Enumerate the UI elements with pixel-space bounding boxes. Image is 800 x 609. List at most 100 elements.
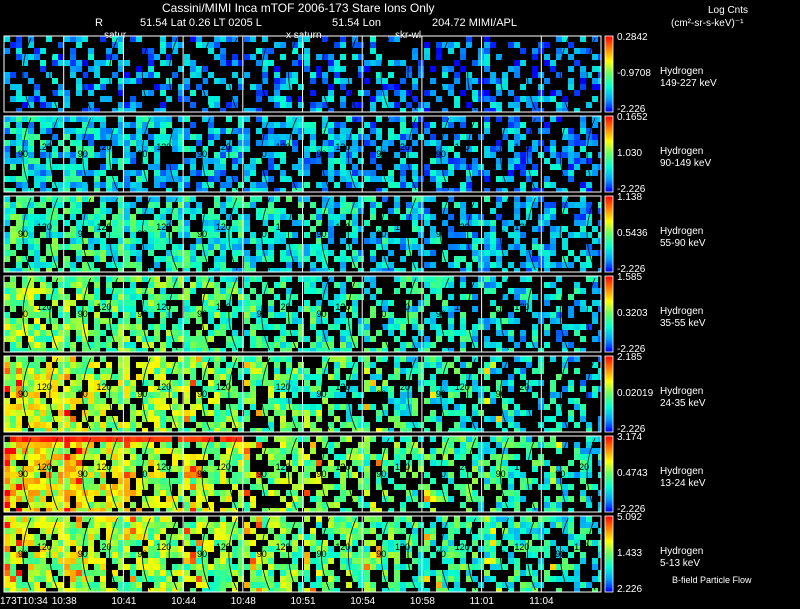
heatmap-cell [28, 128, 34, 134]
heatmap-cell [442, 134, 448, 140]
heatmap-cell [358, 460, 364, 466]
heatmap-cell [58, 392, 64, 398]
heatmap-cell [46, 436, 52, 442]
heatmap-cell [532, 182, 538, 188]
heatmap-cell [232, 238, 238, 244]
heatmap-cell [268, 268, 274, 272]
heatmap-cell [154, 410, 160, 416]
heatmap-cell [94, 428, 100, 432]
heatmap-cell [100, 448, 106, 454]
heatmap-cell [292, 220, 298, 226]
heatmap-cell [118, 220, 124, 226]
heatmap-cell [148, 226, 154, 232]
heatmap-cell [364, 318, 370, 324]
heatmap-cell [208, 72, 214, 78]
heatmap-cell [214, 392, 220, 398]
heatmap-cell [562, 330, 568, 336]
heatmap-cell [46, 392, 52, 398]
heatmap-cell [430, 282, 436, 288]
heatmap-cell [406, 312, 412, 318]
heatmap-cell [82, 146, 88, 152]
heatmap-cell [484, 170, 490, 176]
heatmap-cell [184, 410, 190, 416]
heatmap-cell [322, 502, 328, 508]
heatmap-cell [406, 102, 412, 108]
heatmap-cell [436, 356, 442, 362]
heatmap-cell [82, 36, 88, 42]
heatmap-cell [220, 36, 226, 42]
heatmap-cell [406, 250, 412, 256]
heatmap-cell [310, 410, 316, 416]
heatmap-cell [328, 226, 334, 232]
heatmap-cell [274, 380, 280, 386]
heatmap-cell [322, 116, 328, 122]
heatmap-cell [550, 140, 556, 146]
heatmap-cell [490, 466, 496, 472]
contour-line [109, 277, 118, 351]
heatmap-cell [286, 436, 292, 442]
heatmap-cell [310, 312, 316, 318]
heatmap-cell [460, 428, 466, 432]
heatmap-cell [304, 490, 310, 496]
heatmap-cell [58, 336, 64, 342]
heatmap-cell [502, 404, 508, 410]
heatmap-cell [88, 220, 94, 226]
heatmap-cell [310, 134, 316, 140]
heatmap-cell [262, 78, 268, 84]
heatmap-cell [4, 490, 10, 496]
heatmap-cell [508, 436, 514, 442]
heatmap-cell [364, 442, 370, 448]
heatmap-cell [28, 436, 34, 442]
heatmap-cell [232, 188, 238, 192]
heatmap-cell [340, 336, 346, 342]
heatmap-cell [502, 416, 508, 422]
heatmap-cell [22, 116, 28, 122]
heatmap-cell [112, 374, 118, 380]
heatmap-cell [94, 454, 100, 460]
contour-label-90: 90 [78, 229, 88, 239]
heatmap-cell [340, 158, 346, 164]
heatmap-cell [448, 522, 454, 528]
heatmap-cell [58, 244, 64, 250]
heatmap-cell [316, 472, 322, 478]
heatmap-cell [370, 176, 376, 182]
heatmap-cell [568, 170, 574, 176]
heatmap-cell [10, 392, 16, 398]
contour-line [141, 197, 151, 271]
heatmap-cell [28, 220, 34, 226]
heatmap-cell [244, 170, 250, 176]
heatmap-cell [508, 244, 514, 250]
heatmap-cell [142, 362, 148, 368]
heatmap-cell [70, 128, 76, 134]
heatmap-cell [292, 122, 298, 128]
contour-line [380, 277, 390, 351]
heatmap-cell [370, 208, 376, 214]
heatmap-cell [94, 282, 100, 288]
heatmap-cell [298, 386, 304, 392]
heatmap-cell [334, 516, 340, 522]
heatmap-cell [556, 502, 562, 508]
heatmap-cell [52, 336, 58, 342]
heatmap-cell [16, 42, 22, 48]
contour-label-90: 90 [257, 309, 267, 319]
heatmap-cell [28, 324, 34, 330]
heatmap-cell [454, 116, 460, 122]
heatmap-cell [586, 448, 592, 454]
heatmap-cell [352, 116, 358, 122]
heatmap-cell [178, 368, 184, 374]
heatmap-cell [184, 478, 190, 484]
heatmap-cell [316, 410, 322, 416]
heatmap-cell [310, 428, 316, 432]
heatmap-cell [196, 268, 202, 272]
heatmap-cell [352, 238, 358, 244]
heatmap-cell [364, 362, 370, 368]
heatmap-cell [10, 42, 16, 48]
heatmap-cell [274, 196, 280, 202]
heatmap-cell [550, 226, 556, 232]
heatmap-cell [268, 244, 274, 250]
heatmap-cell [16, 428, 22, 432]
heatmap-cell [136, 422, 142, 428]
heatmap-cell [64, 442, 70, 448]
heatmap-cell [322, 122, 328, 128]
heatmap-cell [490, 448, 496, 454]
